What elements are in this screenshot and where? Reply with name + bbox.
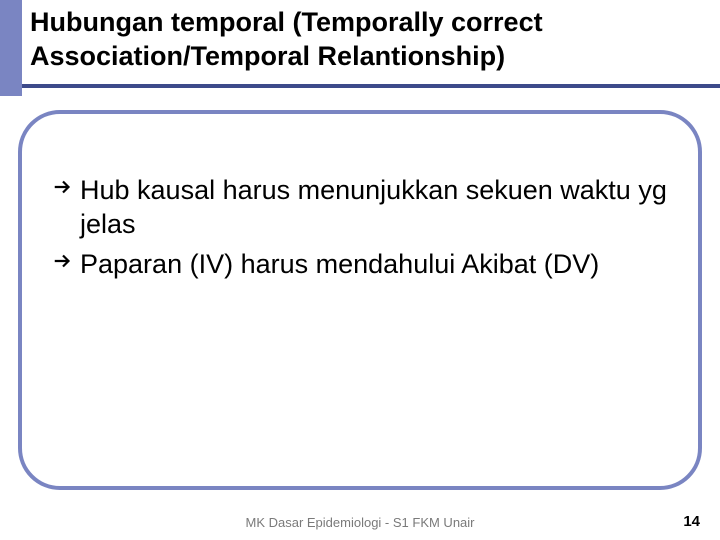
content-panel: Hub kausal harus menunjukkan sekuen wakt… bbox=[18, 110, 702, 490]
footer-text: MK Dasar Epidemiologi - S1 FKM Unair bbox=[0, 515, 720, 530]
bullet-item: Hub kausal harus menunjukkan sekuen wakt… bbox=[52, 174, 668, 242]
bullet-item: Paparan (IV) harus mendahului Akibat (DV… bbox=[52, 248, 668, 282]
arrow-icon bbox=[52, 250, 74, 272]
arrow-icon bbox=[52, 176, 74, 198]
accent-bar bbox=[0, 0, 22, 96]
title-line-1: Hubungan temporal (Temporally correct bbox=[30, 6, 690, 40]
bullet-text: Hub kausal harus menunjukkan sekuen wakt… bbox=[80, 174, 668, 242]
bullet-text: Paparan (IV) harus mendahului Akibat (DV… bbox=[80, 248, 599, 282]
slide-title: Hubungan temporal (Temporally correct As… bbox=[30, 6, 690, 74]
slide: Hubungan temporal (Temporally correct As… bbox=[0, 0, 720, 540]
title-line-2: Association/Temporal Relantionship) bbox=[30, 40, 690, 74]
title-underline bbox=[22, 84, 720, 88]
page-number: 14 bbox=[683, 513, 700, 530]
header: Hubungan temporal (Temporally correct As… bbox=[0, 0, 720, 96]
